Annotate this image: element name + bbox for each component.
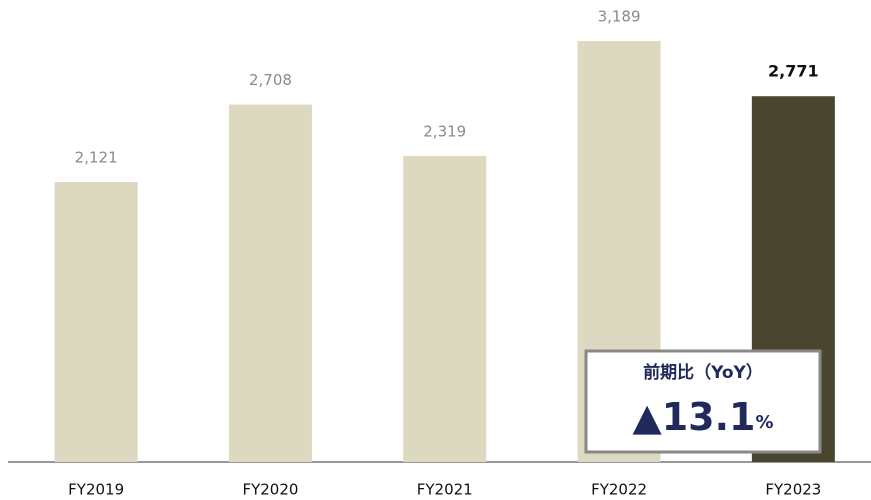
bar: [228, 104, 312, 462]
x-tick-label: FY2020: [242, 481, 298, 499]
bar: [54, 182, 138, 462]
x-tick-label: FY2021: [417, 481, 473, 499]
x-tick-label: FY2022: [591, 481, 647, 499]
value-label: 2,771: [768, 62, 819, 81]
bar: [403, 155, 487, 462]
value-label: 2,121: [75, 149, 118, 167]
x-tick-label: FY2023: [765, 481, 821, 499]
value-label: 2,319: [423, 122, 466, 140]
annotation-unit: %: [755, 412, 773, 433]
value-label: 2,708: [249, 71, 292, 89]
x-tick-label: FY2019: [68, 481, 124, 499]
annotation-number: ▲13.1: [632, 395, 755, 439]
annotation-title: 前期比（YoY）: [643, 362, 763, 383]
annotation-value: ▲13.1%: [632, 395, 773, 439]
value-label: 3,189: [598, 8, 641, 26]
annotation-box: [584, 349, 822, 454]
